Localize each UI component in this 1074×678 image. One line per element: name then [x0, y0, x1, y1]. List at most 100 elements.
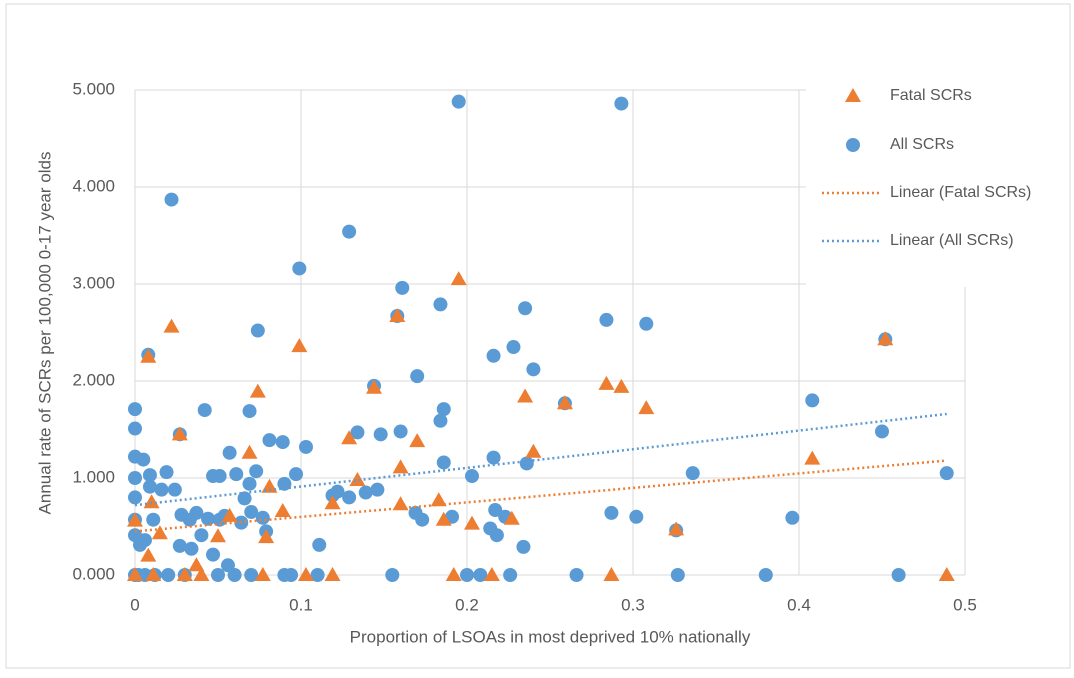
- triangle-marker: [188, 557, 205, 572]
- triangle-marker: [176, 567, 193, 581]
- circle-marker: [255, 510, 270, 525]
- y-tick-label: 1.000: [72, 467, 115, 486]
- circle-marker: [211, 568, 225, 582]
- triangle-marker: [392, 459, 409, 474]
- circle-marker: [433, 413, 448, 428]
- triangle-marker: [556, 395, 573, 410]
- x-tick-label: 0.3: [621, 595, 645, 614]
- triangle-marker: [341, 430, 358, 445]
- circle-marker: [569, 568, 584, 582]
- circle-marker: [385, 568, 400, 582]
- triangle-marker: [258, 529, 275, 544]
- x-tick-label: 0.2: [455, 595, 479, 614]
- trendline: [134, 459, 947, 533]
- circle-marker: [284, 568, 299, 582]
- circle-marker: [250, 323, 265, 338]
- circle-marker: [604, 505, 619, 520]
- circle-marker: [436, 402, 451, 417]
- triangle-marker: [254, 567, 271, 581]
- triangle-marker: [445, 567, 462, 581]
- triangle-marker: [525, 443, 542, 458]
- triangle-marker: [163, 318, 180, 333]
- triangle-marker: [463, 515, 480, 530]
- x-axis-label: Proportion of LSOAs in most deprived 10%…: [350, 627, 751, 646]
- circle-marker: [518, 301, 533, 316]
- triangle-marker: [140, 547, 157, 562]
- circle-marker: [599, 312, 614, 327]
- triangle-marker: [877, 331, 894, 346]
- circle-marker: [201, 511, 216, 526]
- triangle-marker: [668, 521, 685, 536]
- circle-marker: [164, 192, 179, 207]
- plot-area: 0.000 1.000 2.000 3.000 4.000 5.000 0 0.1 0.2 0.3…: [72, 79, 976, 614]
- circle-marker: [275, 435, 290, 450]
- triangle-marker: [324, 567, 341, 581]
- circle-marker: [242, 476, 257, 491]
- circle-marker: [310, 568, 325, 582]
- triangle-marker: [241, 444, 258, 459]
- circle-marker: [875, 424, 889, 439]
- circle-marker: [292, 261, 307, 276]
- triangle-marker: [193, 567, 210, 581]
- circle-marker: [146, 512, 161, 527]
- circle-marker: [289, 467, 304, 482]
- triangle-marker: [804, 450, 821, 465]
- circle-marker: [244, 568, 259, 582]
- triangle-marker: [366, 379, 383, 394]
- legend-label: Linear (All SCRs): [890, 232, 1014, 249]
- circle-marker: [154, 482, 169, 497]
- circle-marker: [358, 485, 373, 500]
- circle-marker: [785, 510, 800, 525]
- triangle-marker: [938, 567, 955, 581]
- triangle-marker: [324, 495, 341, 510]
- trendline: [134, 412, 947, 507]
- triangle-marker: [210, 528, 226, 543]
- circle-marker: [172, 538, 187, 553]
- circle-marker: [939, 466, 954, 481]
- circle-marker: [229, 467, 244, 482]
- triangle-marker: [261, 478, 278, 493]
- y-tick-label: 0.000: [72, 564, 115, 583]
- triangle-marker: [274, 502, 291, 517]
- circle-marker: [526, 362, 541, 377]
- y-tick-label: 2.000: [72, 370, 115, 389]
- circle-marker: [222, 445, 237, 460]
- circle-marker: [159, 465, 174, 480]
- triangle-marker: [249, 383, 266, 398]
- triangle-marker: [127, 567, 143, 581]
- circle-marker: [142, 468, 157, 483]
- circle-marker: [312, 537, 327, 552]
- circle-marker: [350, 425, 365, 440]
- circle-marker: [395, 280, 410, 295]
- x-tick-label: 0.1: [289, 595, 313, 614]
- circle-marker: [128, 402, 142, 417]
- triangle-marker: [221, 507, 238, 522]
- circle-marker: [330, 484, 345, 499]
- circle-marker: [503, 568, 518, 582]
- y-tick-label: 5.000: [72, 79, 115, 98]
- circle-marker: [410, 369, 425, 384]
- circle-marker: [433, 297, 448, 312]
- circle-marker: [242, 404, 257, 419]
- circle-marker: [370, 482, 385, 497]
- circle-marker: [277, 476, 292, 491]
- circle-marker: [488, 503, 503, 518]
- triangle-marker: [430, 492, 447, 507]
- circle-marker: [393, 424, 408, 439]
- triangle-marker: [143, 494, 160, 509]
- triangle-marker: [503, 510, 520, 525]
- circle-marker: [639, 316, 654, 331]
- triangle-marker: [389, 308, 406, 323]
- triangle-marker: [603, 567, 620, 581]
- circle-marker: [473, 568, 488, 582]
- legend: [822, 88, 880, 243]
- circle-marker: [460, 568, 474, 582]
- y-tick-label: 3.000: [72, 273, 115, 292]
- x-tick-label: 0.4: [787, 595, 811, 614]
- circle-marker: [136, 452, 151, 467]
- triangle-marker: [291, 338, 308, 353]
- circle-marker: [262, 433, 277, 448]
- circle-marker: [189, 505, 204, 520]
- circle-marker: [373, 427, 388, 442]
